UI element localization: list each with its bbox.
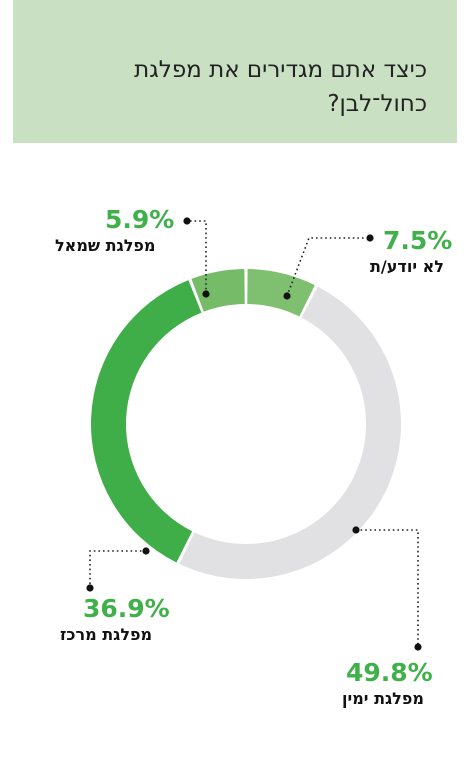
- slice-left-party: [191, 269, 245, 312]
- leader-right-party-start-dot: [352, 526, 360, 534]
- header-banner: כיצד אתם מגדירים את מפלגת כחול־לבן?: [13, 0, 457, 143]
- leader-center-party-start-dot: [142, 547, 150, 555]
- leader-dont-know-start-dot: [283, 292, 291, 300]
- slice-percent-right-party: 49.8%: [346, 658, 433, 687]
- slice-percent-dont-know: 7.5%: [383, 226, 453, 255]
- leader-left-party-end-dot: [183, 217, 191, 225]
- slice-percent-left-party: 5.9%: [105, 205, 175, 234]
- slice-label-left-party: מפלגת שמאל: [55, 236, 156, 255]
- slice-right-party: [179, 286, 402, 580]
- leader-center-party: [89, 550, 146, 588]
- slice-center-party: [90, 280, 202, 563]
- slice-label-right-party: מפלגת ימין: [342, 689, 424, 708]
- leader-right-party-end-dot: [414, 643, 422, 651]
- leader-left-party: [187, 220, 207, 294]
- leader-dont-know-end-dot: [366, 234, 374, 242]
- leader-left-party-start-dot: [202, 290, 210, 298]
- slice-label-dont-know: לא יודע/ת: [370, 257, 444, 276]
- chart-title: כיצד אתם מגדירים את מפלגת כחול־לבן?: [134, 57, 427, 117]
- slice-label-center-party: מפלגת מרכז: [60, 625, 153, 644]
- slice-percent-center-party: 36.9%: [83, 594, 170, 623]
- leader-right-party: [356, 529, 419, 647]
- leader-center-party-end-dot: [86, 584, 94, 592]
- slice-dont-know: [247, 269, 315, 317]
- leader-dont-know: [286, 237, 370, 297]
